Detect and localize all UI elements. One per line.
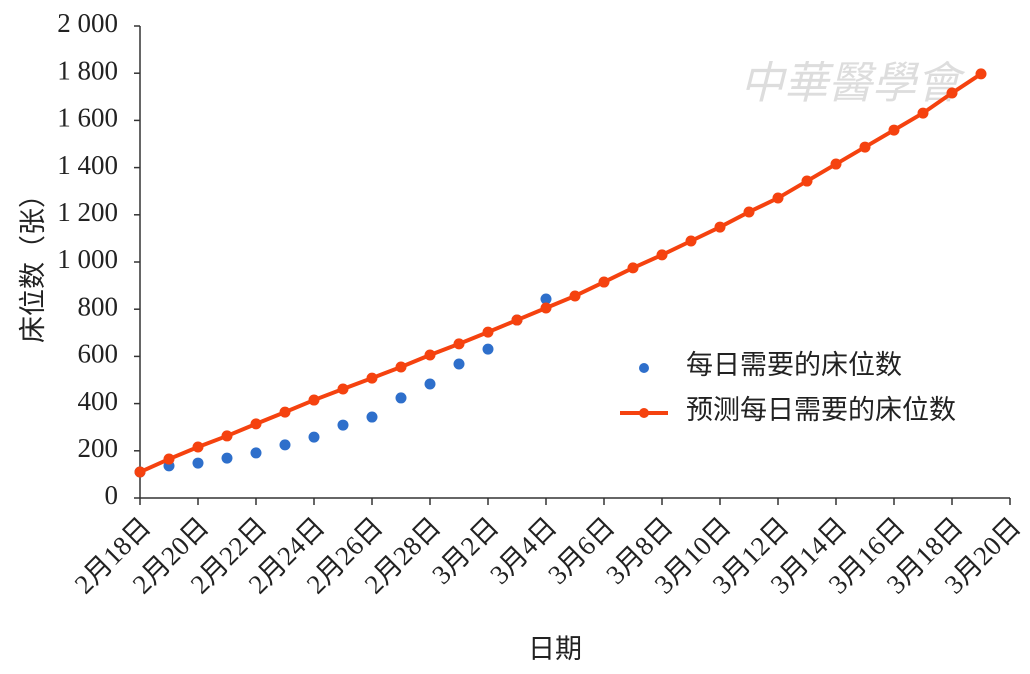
line-point — [627, 262, 639, 274]
y-tick-label: 400 — [78, 386, 119, 416]
line-point — [192, 441, 204, 453]
line-point — [917, 107, 929, 119]
line-point — [772, 192, 784, 204]
scatter-point — [366, 411, 378, 423]
scatter-point — [192, 457, 204, 469]
y-axis-label: 床位数（张） — [18, 181, 48, 343]
y-tick-label: 600 — [78, 339, 119, 369]
x-axis-label: 日期 — [528, 634, 582, 664]
watermark: 中華醫學會 — [740, 59, 966, 108]
line-point — [424, 349, 436, 361]
line-point — [366, 372, 378, 384]
line-point — [743, 206, 755, 218]
line-point — [830, 158, 842, 170]
line-point — [598, 276, 610, 288]
line-point — [975, 68, 987, 80]
line-point — [685, 235, 697, 247]
line-point — [279, 406, 291, 418]
line-point — [482, 326, 494, 338]
legend-label: 每日需要的床位数 — [686, 350, 902, 380]
line-point — [395, 361, 407, 373]
y-tick-label: 2 000 — [57, 8, 118, 38]
line-point — [859, 141, 871, 153]
y-tick-label: 800 — [78, 291, 119, 321]
y-tick-label: 1 600 — [57, 103, 118, 133]
line-point — [656, 249, 668, 261]
line-point — [163, 453, 175, 465]
scatter-point — [250, 447, 262, 459]
y-tick-label: 1 400 — [57, 150, 118, 180]
line-point — [134, 466, 146, 478]
y-tick-label: 1 800 — [57, 55, 118, 85]
line-point — [569, 290, 581, 302]
scatter-point — [395, 392, 407, 404]
scatter-point — [308, 431, 320, 443]
line-point — [308, 394, 320, 406]
legend-marker — [639, 363, 649, 373]
line-point — [801, 175, 813, 187]
line-point — [540, 302, 552, 314]
line-point — [221, 430, 233, 442]
scatter-point — [221, 452, 233, 464]
y-tick-label: 0 — [105, 480, 119, 510]
scatter-point — [540, 293, 552, 305]
line-point — [337, 383, 349, 395]
scatter-point — [482, 343, 494, 355]
y-tick-label: 200 — [78, 433, 119, 463]
line-point — [714, 221, 726, 233]
y-tick-label: 1 200 — [57, 197, 118, 227]
legend-marker — [639, 408, 649, 418]
line-point — [946, 87, 958, 99]
y-tick-label: 1 000 — [57, 244, 118, 274]
legend-label: 预测每日需要的床位数 — [686, 395, 956, 425]
line-point — [453, 338, 465, 350]
scatter-point — [337, 419, 349, 431]
line-point — [250, 418, 262, 430]
line-point — [888, 124, 900, 136]
line-point — [511, 314, 523, 326]
scatter-point — [453, 358, 465, 370]
scatter-point — [424, 378, 436, 390]
scatter-point — [279, 439, 291, 451]
